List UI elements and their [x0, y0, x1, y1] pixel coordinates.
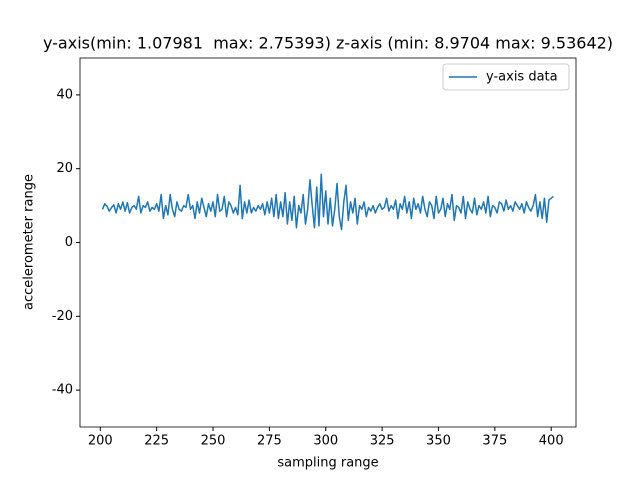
x-tick-label: 225 [144, 434, 169, 449]
x-tick-label: 325 [370, 434, 395, 449]
y-tick-label: 20 [56, 161, 73, 176]
y-tick-label: 40 [56, 87, 73, 102]
x-tick-label: 400 [539, 434, 564, 449]
x-tick-label: 350 [426, 434, 451, 449]
y-tick-label: 0 [65, 235, 73, 250]
x-tick-label: 200 [88, 434, 113, 449]
x-tick-label: 300 [313, 434, 338, 449]
plot-frame [79, 57, 577, 428]
x-tick-label: 250 [201, 434, 226, 449]
x-axis-label: sampling range [277, 456, 378, 471]
x-tick-label: 375 [482, 434, 507, 449]
data-line [101, 173, 554, 231]
legend-label: y-axis data [486, 70, 558, 85]
y-axis-label: accelerometer range [22, 174, 37, 310]
y-tick-label: -20 [52, 309, 73, 324]
chart-title: y-axis(min: 1.07981 max: 2.75393) z-axis… [43, 34, 613, 53]
y-tick-label: -40 [52, 383, 73, 398]
legend-box [442, 63, 570, 91]
x-tick-label: 275 [257, 434, 282, 449]
